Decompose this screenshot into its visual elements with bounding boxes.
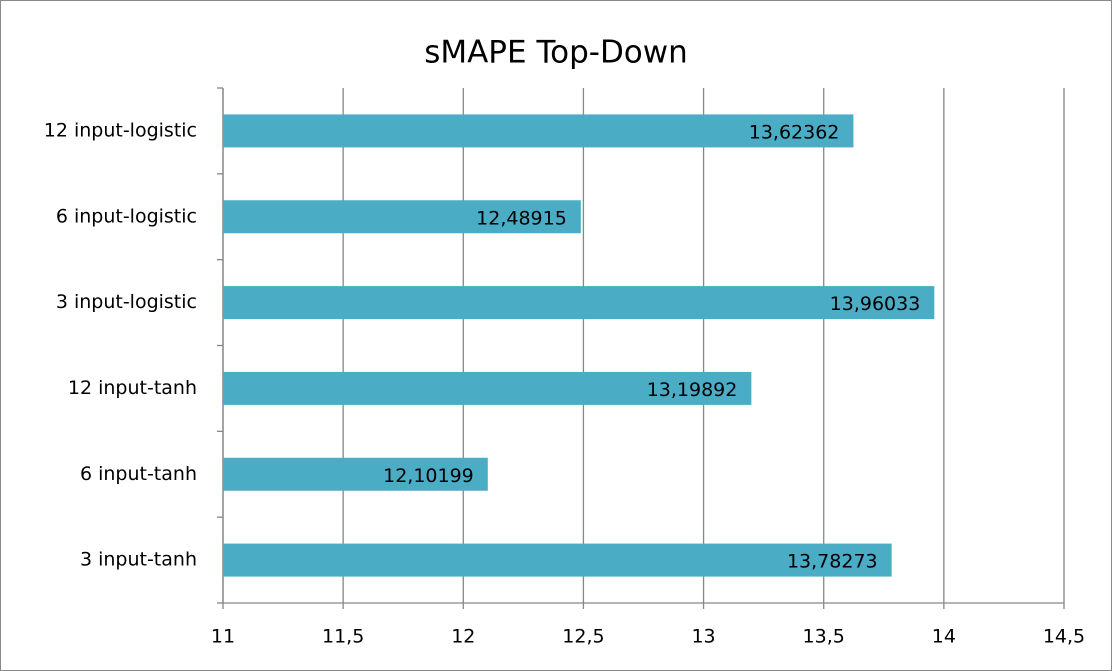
data-label: 13,78273 [787, 551, 878, 573]
x-tick-label: 13,5 [803, 626, 845, 648]
bar [223, 371, 752, 405]
y-tick-label: 12 input-logistic [44, 119, 197, 141]
x-tick-label: 12,5 [562, 626, 604, 648]
bar [223, 114, 854, 148]
data-label: 13,62362 [749, 121, 840, 143]
bar [223, 457, 488, 491]
x-tick-label: 14 [932, 626, 956, 648]
y-tick-label: 6 input-logistic [56, 205, 197, 227]
bar [223, 286, 935, 320]
bar [223, 543, 892, 577]
x-tick-label: 11,5 [322, 626, 364, 648]
x-tick-label: 11 [211, 626, 235, 648]
y-tick-label: 6 input-tanh [80, 463, 197, 485]
y-tick-label: 3 input-logistic [56, 291, 197, 313]
x-tick-label: 12 [451, 626, 475, 648]
chart-title: sMAPE Top-Down [424, 35, 688, 71]
data-label: 13,19892 [647, 379, 738, 401]
data-label: 12,48915 [476, 207, 567, 229]
data-label: 12,10199 [383, 465, 474, 487]
bar [223, 200, 581, 234]
y-tick-label: 3 input-tanh [80, 549, 197, 571]
y-tick-label: 12 input-tanh [68, 377, 197, 399]
x-tick-label: 14,5 [1043, 626, 1085, 648]
x-tick-label: 13 [691, 626, 715, 648]
data-label: 13,96033 [830, 293, 921, 315]
